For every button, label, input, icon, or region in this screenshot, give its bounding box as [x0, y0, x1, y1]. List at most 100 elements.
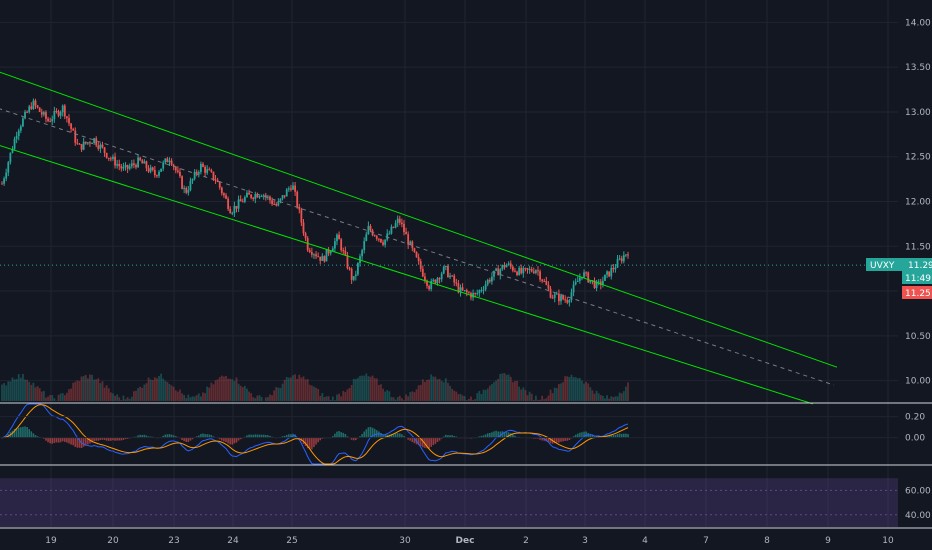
macd-hist-bar [623, 433, 625, 438]
volume-bar [285, 377, 288, 401]
macd-hist-bar [558, 437, 560, 443]
volume-bar [147, 377, 150, 401]
macd-hist-bar [24, 426, 26, 438]
macd-hist-bar [346, 436, 349, 438]
candle-body [204, 166, 206, 173]
candle-body [562, 295, 564, 300]
macd-hist-bar [359, 436, 361, 438]
candle-body [61, 105, 64, 113]
volume-bar [30, 384, 33, 401]
macd-hist-bar [541, 437, 543, 441]
channel-upper-line[interactable] [0, 71, 838, 368]
volume-bar [608, 398, 611, 401]
volume-bar [526, 395, 529, 401]
candle-body [135, 164, 137, 168]
macd-hist-bar [59, 437, 62, 443]
volume-bar [292, 375, 294, 401]
volume-bar [514, 381, 516, 401]
volume-bar [212, 384, 215, 401]
macd-hist-bar [572, 436, 575, 438]
candle-body [627, 254, 629, 256]
volume-bar [19, 377, 22, 401]
candle-body [497, 268, 500, 276]
volume-bar [509, 376, 512, 401]
candle-body [436, 278, 439, 284]
macd-hist-bar [107, 437, 110, 441]
time-axis[interactable]: 19 20 23 24 25 30 Dec 2 3 4 7 8 9 10 [45, 536, 894, 546]
candle-body [363, 241, 366, 251]
volume-bar [116, 394, 119, 401]
candle-body [235, 205, 238, 209]
date-tick-label: 19 [45, 536, 57, 546]
volume-bar [84, 374, 87, 401]
rsi-tick-label: 60.00 [905, 486, 931, 496]
channel-midline[interactable] [0, 108, 835, 386]
candle-body [285, 189, 288, 197]
rsi-tick-label: 40.00 [905, 511, 931, 521]
candle-body [277, 201, 280, 206]
volume-bar [162, 378, 165, 401]
candle-body [518, 267, 521, 275]
volume-bar [564, 376, 567, 401]
macd-hist-bar [614, 434, 617, 438]
macd-hist-bar [451, 435, 453, 438]
macd-hist-bar [411, 437, 414, 443]
candle-body [493, 270, 495, 277]
volume-bar [3, 383, 5, 401]
candle-body [428, 285, 431, 290]
volume-bar [380, 384, 382, 401]
candle-body [26, 111, 29, 113]
volume-bar [86, 378, 89, 401]
macd-hist-bar [365, 429, 368, 438]
candle-body [442, 266, 445, 274]
candle-body [45, 112, 47, 119]
volume-bar [348, 387, 351, 401]
macd-hist-bar [373, 428, 376, 438]
candle-body [361, 250, 364, 257]
candle-body [595, 281, 598, 289]
macd-hist-bar [413, 437, 416, 444]
macd-hist-bar [560, 437, 562, 442]
candle-body [216, 180, 219, 182]
volume-bar [407, 396, 410, 401]
macd-hist-bar [101, 437, 104, 440]
candle-body [9, 152, 12, 163]
price-axis[interactable]: 14.0013.5013.0012.5012.0011.5011.0010.50… [905, 18, 931, 386]
candle-body [426, 280, 428, 286]
macd-hist-bar [378, 431, 380, 438]
candle-body [415, 251, 418, 258]
macd-hist-bar [616, 433, 619, 438]
macd-hist-bar [509, 433, 512, 438]
macd-hist-bar [331, 436, 334, 438]
channel-lower-line[interactable] [0, 145, 813, 405]
candle-body [514, 270, 516, 272]
macd-hist-bar [105, 437, 108, 441]
macd-hist-bar [428, 437, 430, 449]
volume-bar [1, 384, 3, 401]
volume-bar [170, 385, 173, 401]
macd-hist-bar [281, 436, 284, 438]
volume-bar [361, 375, 364, 401]
volume-bar [507, 374, 510, 401]
candle-body [168, 160, 171, 163]
volume-bar [17, 374, 20, 401]
candle-body [551, 297, 554, 299]
volume-bar [336, 394, 338, 401]
candle-body [344, 250, 347, 255]
macd-hist-bar [380, 432, 382, 438]
candle-body [325, 249, 328, 262]
macd-histogram [1, 426, 629, 450]
candle-body [223, 193, 225, 196]
candle-body [101, 144, 104, 148]
volume-bar [252, 397, 255, 401]
volume-bar [306, 379, 309, 401]
candle-body [254, 194, 257, 199]
candle-body [84, 141, 87, 144]
candle-body [449, 275, 451, 278]
volume-bar [451, 388, 454, 401]
macd-hist-bar [591, 434, 594, 438]
volume-bar [421, 379, 424, 401]
volume-bar [346, 389, 349, 401]
macd-hist-bar [95, 437, 98, 441]
